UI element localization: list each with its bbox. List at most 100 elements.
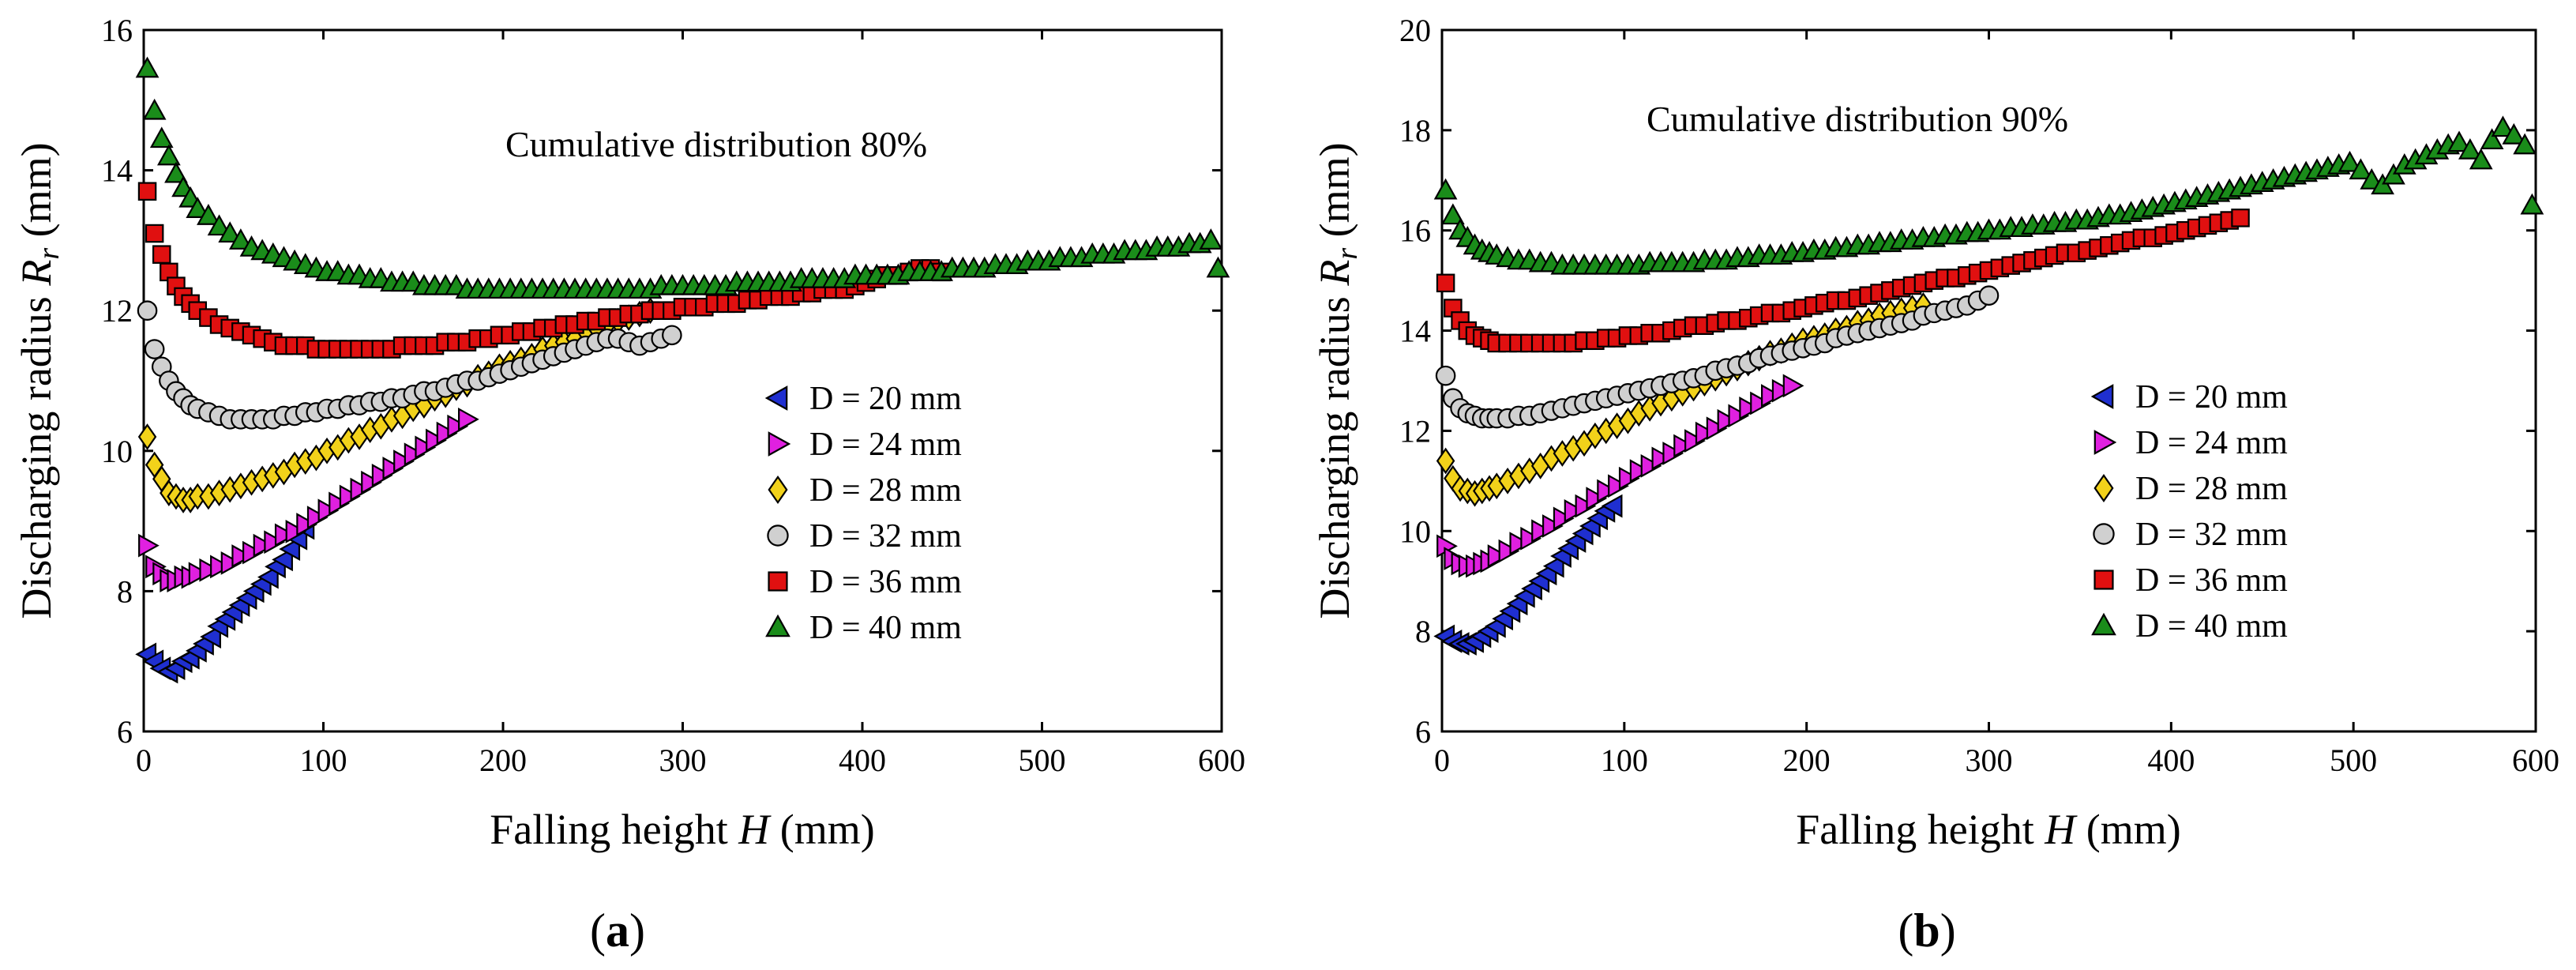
x-tick-label: 300 (1966, 743, 2013, 778)
y-axis-label-b: Discharging radius Rr (mm) (1311, 142, 1364, 618)
data-point (1597, 479, 1619, 503)
data-point (1717, 408, 1739, 433)
legend-b: D = 20 mm D = 24 mm D = 28 mm D = 32 mm D = … (2090, 379, 2288, 645)
annotation-a: Cumulative distribution 80% (505, 124, 927, 164)
data-point (1541, 514, 1564, 538)
x-tick-label: 500 (1019, 743, 1066, 778)
data-point (135, 56, 160, 78)
y-tick-label: 10 (1399, 513, 1431, 549)
legend-label: D = 28 mm (2135, 471, 2288, 507)
series-32mm (1435, 285, 2000, 429)
data-point (1435, 365, 1456, 386)
data-point (231, 544, 253, 568)
data-point (2338, 150, 2362, 172)
data-point (1750, 391, 1771, 415)
y-tick-label: 10 (101, 434, 133, 469)
data-point (415, 435, 437, 460)
y-tick-label: 14 (101, 153, 133, 189)
x-tick-label: 0 (136, 743, 152, 778)
legend-item: D = 32 mm (2093, 517, 2288, 553)
legend-label: D = 20 mm (809, 381, 962, 417)
data-point (1673, 434, 1695, 458)
data-point (1761, 384, 1782, 408)
data-point (137, 182, 157, 201)
panel-b: 0 100 200 300 400 500 600 6 8 10 12 14 16 18 20 D = 20… (1311, 13, 2559, 957)
data-point (1553, 506, 1575, 531)
data-point (253, 533, 275, 558)
series-36mm (1436, 209, 2250, 353)
data-point (2480, 128, 2504, 150)
data-point (279, 537, 301, 561)
legend-label: D = 40 mm (809, 610, 962, 646)
y-tick-label: 12 (1399, 413, 1431, 449)
axis-ticks-b: 0 100 200 300 400 500 600 6 8 10 12 14 16 18 20 (1399, 13, 2559, 778)
legend-marker (767, 524, 789, 547)
data-point (2520, 193, 2544, 215)
x-tick-label: 0 (1434, 743, 1450, 778)
data-point (1728, 404, 1750, 428)
legend-marker (768, 571, 788, 592)
data-point (1782, 374, 1804, 398)
y-tick-label: 6 (117, 714, 133, 750)
x-tick-label: 400 (2147, 743, 2195, 778)
panel-label-b: (b) (1898, 904, 1955, 957)
data-point (137, 423, 157, 450)
legend-marker (2093, 523, 2115, 545)
data-point (426, 428, 447, 453)
data-point (1487, 544, 1509, 568)
data-point (220, 551, 242, 575)
series-40mm (1433, 115, 2544, 275)
annotation-b: Cumulative distribution 90% (1647, 99, 2068, 139)
legend-item: D = 36 mm (2093, 562, 2288, 599)
data-points-a (135, 56, 1230, 684)
data-point (393, 449, 415, 473)
data-point (2349, 158, 2373, 180)
x-tick-label: 600 (2512, 743, 2559, 778)
legend-item: D = 40 mm (765, 610, 962, 646)
data-point (382, 457, 404, 480)
data-point (361, 470, 382, 494)
legend-item: D = 28 mm (2093, 471, 2288, 507)
legend-label: D = 36 mm (2135, 562, 2288, 599)
data-point (436, 421, 458, 446)
legend-label: D = 20 mm (2135, 379, 2288, 415)
y-tick-label: 12 (101, 293, 133, 329)
data-point (264, 530, 286, 555)
y-axis-label-a: Discharging radius Rr (mm) (13, 142, 66, 618)
y-tick-label: 20 (1399, 13, 1431, 48)
data-point (1651, 446, 1673, 471)
series-20mm (135, 516, 315, 684)
data-point (274, 523, 296, 547)
data-point (152, 245, 171, 264)
legend-marker (765, 614, 790, 637)
x-tick-label: 100 (1601, 743, 1648, 778)
data-point (1520, 526, 1542, 551)
legend-item: D = 32 mm (767, 518, 962, 555)
legend-marker (2093, 570, 2114, 590)
data-point (1531, 519, 1553, 543)
legend-label: D = 24 mm (809, 427, 962, 463)
series-20mm (1433, 494, 1623, 656)
data-point (1498, 539, 1520, 563)
data-point (1601, 494, 1623, 518)
data-point (1978, 285, 2000, 306)
data-point (1640, 453, 1662, 478)
data-point (218, 221, 242, 243)
data-point (317, 498, 340, 523)
data-point (1440, 203, 1465, 225)
data-point (257, 565, 279, 589)
y-tick-label: 16 (101, 13, 133, 48)
data-point (1706, 416, 1728, 441)
data-point (662, 325, 682, 346)
data-point (1739, 397, 1761, 420)
data-point (1662, 442, 1684, 465)
data-point (149, 126, 174, 149)
series-24mm (1436, 374, 1804, 578)
data-point (242, 540, 264, 565)
legend-label: D = 24 mm (2135, 425, 2288, 461)
legend-item: D = 20 mm (2090, 379, 2288, 415)
x-tick-label: 200 (479, 743, 527, 778)
legend-label: D = 28 mm (809, 472, 962, 509)
data-point (2502, 122, 2526, 145)
